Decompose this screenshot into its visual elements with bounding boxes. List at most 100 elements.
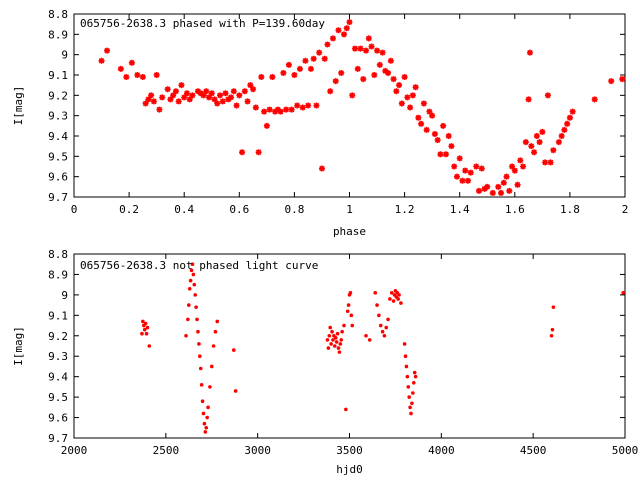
data-point: [255, 149, 262, 156]
data-point: [379, 49, 386, 56]
data-point: [385, 69, 392, 76]
data-point: [420, 100, 427, 107]
data-point: [561, 126, 568, 133]
data-point: [335, 331, 340, 336]
data-point: [285, 61, 292, 68]
data-point: [193, 293, 198, 297]
data-point: [564, 120, 571, 127]
data-point: [170, 92, 177, 99]
data-point: [489, 189, 496, 196]
data-point: [141, 319, 145, 324]
x-tick-label: 0.4: [174, 203, 194, 216]
y-tick-label: 9.7: [48, 191, 68, 204]
data-point: [128, 59, 135, 66]
x-tick-label: 3500: [336, 444, 363, 457]
data-point: [397, 293, 401, 297]
x-tick-label: 1.4: [450, 203, 470, 216]
data-point: [150, 98, 157, 105]
data-point: [411, 391, 415, 395]
data-point: [250, 86, 257, 93]
data-point: [219, 98, 226, 105]
data-point: [167, 96, 174, 103]
data-point: [98, 57, 105, 64]
data-point: [407, 104, 414, 111]
data-point: [555, 139, 562, 146]
data-point: [418, 120, 425, 127]
data-point: [365, 35, 372, 42]
data-point: [230, 88, 237, 95]
data-point: [336, 346, 341, 350]
data-point: [412, 84, 419, 91]
data-point: [346, 19, 353, 26]
data-point: [190, 262, 195, 267]
data-point: [481, 185, 488, 192]
y-tick-label: 9.3: [48, 110, 68, 123]
x-tick-label: 1.2: [395, 203, 415, 216]
data-point: [448, 143, 455, 150]
data-point: [335, 27, 342, 34]
data-point: [547, 159, 554, 166]
data-point: [244, 98, 251, 105]
data-point: [147, 344, 152, 348]
y-tick-label: 8.9: [48, 268, 68, 281]
x-tick-label: 4000: [428, 444, 455, 457]
data-point: [509, 163, 516, 170]
data-point: [345, 309, 350, 314]
data-point: [305, 102, 312, 109]
data-point: [172, 88, 179, 95]
x-tick-label: 1.8: [560, 203, 580, 216]
data-point: [522, 139, 529, 146]
data-point: [464, 177, 471, 184]
x-tick-label: 4500: [520, 444, 547, 457]
x-tick-label: 0.6: [229, 203, 249, 216]
data-point: [404, 94, 411, 101]
x-tick-label: 2500: [153, 444, 180, 457]
data-point: [511, 167, 518, 174]
phased-data-points: [98, 19, 626, 196]
data-point: [187, 286, 192, 291]
data-point: [374, 47, 381, 54]
data-point: [517, 157, 524, 164]
data-point: [467, 169, 474, 176]
data-point: [321, 55, 328, 62]
y-tick-label: 8.9: [48, 28, 68, 41]
data-point: [208, 385, 212, 389]
data-point: [139, 74, 146, 81]
data-point: [266, 106, 273, 113]
data-point: [371, 72, 378, 78]
data-point: [192, 282, 197, 287]
data-point: [159, 94, 166, 101]
data-point: [283, 106, 290, 113]
data-point: [368, 43, 375, 50]
data-point: [484, 183, 491, 190]
data-point: [199, 383, 204, 387]
data-point: [413, 374, 418, 379]
data-point: [145, 325, 150, 330]
data-point: [302, 57, 309, 64]
data-point: [327, 333, 332, 338]
data-point: [104, 47, 111, 54]
data-point: [148, 92, 155, 99]
data-point: [325, 338, 330, 342]
data-point: [186, 96, 193, 103]
data-point: [551, 305, 556, 309]
data-point: [399, 301, 403, 305]
unphased-data-points: [140, 262, 625, 434]
data-point: [140, 331, 144, 336]
data-point: [344, 407, 348, 412]
data-point: [391, 299, 396, 303]
data-point: [143, 321, 148, 326]
data-point: [375, 303, 379, 307]
data-point: [423, 126, 430, 133]
data-point: [388, 297, 392, 301]
data-point: [222, 90, 229, 97]
unphased-plot-frame: [73, 253, 626, 439]
data-point: [495, 183, 502, 190]
data-point: [363, 47, 370, 54]
data-point: [241, 88, 248, 95]
data-point: [277, 108, 284, 115]
data-point: [393, 88, 400, 95]
data-point: [178, 82, 185, 89]
data-point: [334, 340, 339, 344]
x-tick-label: 2: [622, 203, 629, 216]
